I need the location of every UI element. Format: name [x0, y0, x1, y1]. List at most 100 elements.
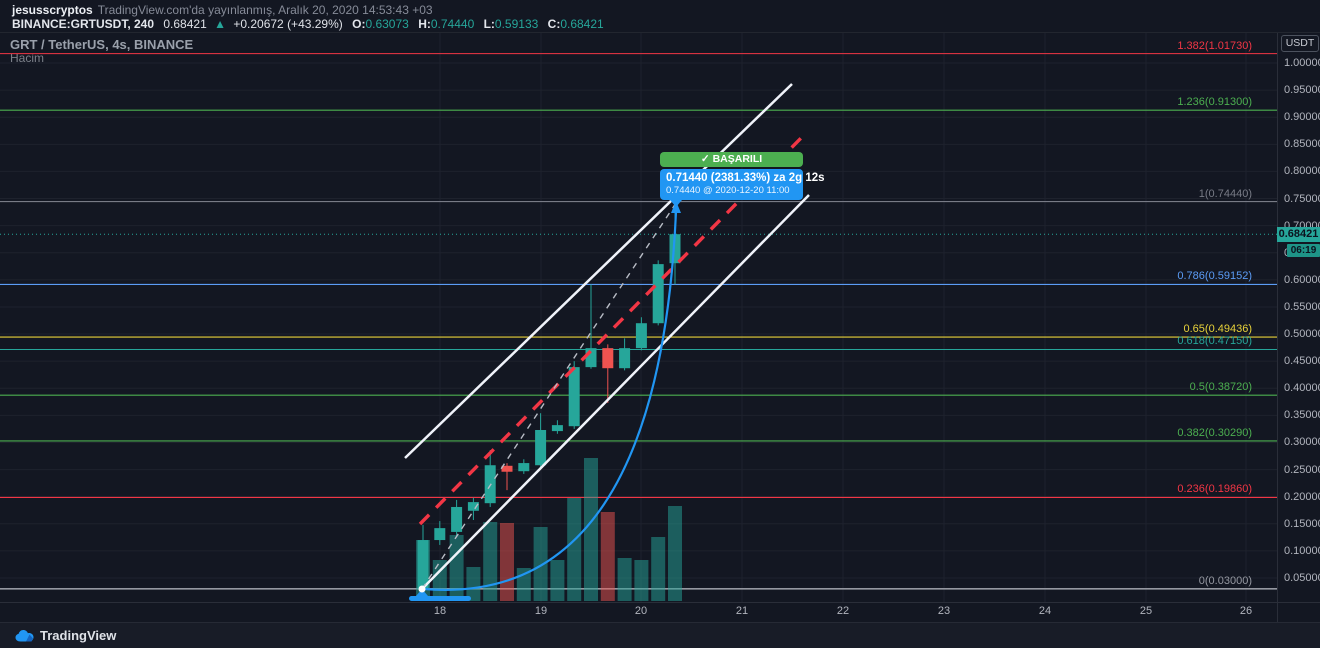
- fib-level-label: 0.236(0.19860): [1177, 483, 1252, 496]
- volume-bar: [617, 558, 632, 601]
- parabolic-curve: [423, 211, 678, 591]
- volume-bar: [651, 537, 666, 601]
- candle-body: [518, 463, 530, 472]
- volume-bar: [567, 498, 582, 601]
- candle-body: [467, 502, 479, 511]
- time-axis-tick[interactable]: 19: [534, 605, 548, 617]
- price-axis-tick[interactable]: 0.35000: [1284, 409, 1320, 422]
- status-badge: ✓ BAŞARILI: [660, 152, 803, 167]
- currency-toggle-button[interactable]: USDT: [1281, 35, 1319, 52]
- low-value: 0.59133: [494, 17, 539, 31]
- fib-level-label: 0.382(0.30290): [1177, 426, 1252, 439]
- tooltip-pointer: [670, 200, 682, 207]
- up-arrow-icon: ▲: [214, 17, 226, 31]
- author-name: jesusscryptos: [12, 3, 93, 17]
- price-axis-tick[interactable]: 0.05000: [1284, 571, 1320, 584]
- curve-arrowhead: [671, 201, 681, 213]
- time-axis-border: [0, 602, 1320, 603]
- open-value: 0.63073: [365, 17, 409, 31]
- candle-body: [635, 323, 647, 349]
- candle-body: [535, 430, 547, 466]
- price-axis-tick[interactable]: 1.00000: [1284, 57, 1320, 69]
- price-axis-tick[interactable]: 0.90000: [1284, 111, 1320, 124]
- volume-bar: [533, 527, 548, 601]
- price-axis-tick[interactable]: 0.50000: [1284, 328, 1320, 341]
- high-label: H:: [418, 17, 431, 31]
- result-timestamp: 0.74440 @ 2020-12-20 11:00: [666, 185, 790, 196]
- header-divider: [0, 32, 1320, 33]
- candle-body: [669, 234, 681, 264]
- fib-level-label: 0.786(0.59152): [1177, 270, 1252, 283]
- fib-level-label: 0.618(0.47150): [1177, 335, 1252, 348]
- bottom-bar: TradingView: [0, 622, 1320, 648]
- time-axis-tick[interactable]: 26: [1239, 605, 1253, 617]
- fib-level-label: 0.5(0.38720): [1189, 381, 1252, 394]
- close-label: C:: [547, 17, 561, 31]
- candle-body: [619, 348, 631, 369]
- price-axis-tick[interactable]: 0.80000: [1284, 165, 1320, 178]
- symbol-ohlc-bar: BINANCE:GRTUSDT, 240 0.68421 ▲ +0.20672 …: [12, 17, 604, 31]
- price-change: +0.20672 (+43.29%): [233, 17, 343, 31]
- tradingview-logo-icon[interactable]: [14, 628, 36, 644]
- price-axis-tick[interactable]: 0.30000: [1284, 436, 1320, 449]
- last-price: 0.68421: [163, 17, 207, 31]
- candle-body: [551, 425, 563, 432]
- price-axis-tick[interactable]: 0.95000: [1284, 84, 1320, 97]
- candle-body: [417, 540, 429, 589]
- price-axis-tick[interactable]: 0.20000: [1284, 490, 1320, 503]
- open-label: O:: [352, 17, 366, 31]
- time-axis-tick[interactable]: 22: [836, 605, 850, 617]
- fib-level-label: 0.65(0.49436): [1183, 323, 1253, 336]
- time-axis-tick[interactable]: 18: [433, 605, 447, 617]
- fib-level-label: 1.236(0.91300): [1177, 96, 1252, 109]
- trend-dashed-line: [421, 202, 677, 590]
- price-axis-border: [1277, 33, 1278, 622]
- price-axis-tick[interactable]: 0.10000: [1284, 544, 1320, 557]
- curve-base-bar: [409, 596, 471, 601]
- tradingview-brand[interactable]: TradingView: [40, 628, 117, 643]
- volume-bar: [600, 512, 615, 601]
- price-axis-tick[interactable]: 0.40000: [1284, 382, 1320, 395]
- fib-level-label: 0(0.03000): [1198, 574, 1252, 587]
- time-axis-tick[interactable]: 24: [1038, 605, 1052, 617]
- symbol-label: BINANCE:GRTUSDT, 240: [12, 17, 155, 31]
- volume-bar: [483, 522, 498, 601]
- candle-body: [451, 506, 463, 532]
- volume-bar: [550, 560, 565, 601]
- volume-bar: [584, 458, 598, 601]
- time-axis-tick[interactable]: 20: [634, 605, 648, 617]
- candle-body: [652, 264, 664, 324]
- status-text: BAŞARILI: [712, 153, 763, 165]
- close-value: 0.68421: [560, 17, 604, 31]
- channel-lower-line: [421, 194, 810, 590]
- price-axis-tick[interactable]: 0.85000: [1284, 138, 1320, 151]
- time-axis-tick[interactable]: 25: [1139, 605, 1153, 617]
- time-axis-tick[interactable]: 23: [937, 605, 951, 617]
- volume-indicator-label[interactable]: Hacim: [10, 51, 45, 65]
- price-axis-tick[interactable]: 0.25000: [1284, 463, 1320, 476]
- prediction-result-tooltip: ✓ BAŞARILI 0.71440 (2381.33%) za 2g 12s …: [660, 152, 825, 207]
- volume-bar: [634, 560, 649, 601]
- high-value: 0.74440: [430, 17, 475, 31]
- chart-canvas[interactable]: [0, 33, 1277, 602]
- publish-meta: TradingView.com'da yayınlanmış, Aralık 2…: [97, 3, 433, 17]
- price-axis-tick[interactable]: 0.75000: [1284, 192, 1320, 205]
- current-price-badge[interactable]: 0.68421: [1277, 227, 1320, 242]
- candle-body: [585, 348, 597, 368]
- low-label: L:: [483, 17, 495, 31]
- fib-level-label: 1(0.74440): [1198, 187, 1252, 200]
- time-axis-tick[interactable]: 21: [735, 605, 749, 617]
- price-axis-tick[interactable]: 0.60000: [1284, 273, 1320, 286]
- fib-level-label: 1.382(1.01730): [1177, 39, 1252, 52]
- candle-body: [568, 367, 580, 427]
- volume-bar: [500, 523, 514, 601]
- price-axis-tick[interactable]: 0.15000: [1284, 517, 1320, 530]
- publish-info: jesusscryptos TradingView.com'da yayınlan…: [12, 3, 433, 17]
- price-axis-tick[interactable]: 0.45000: [1284, 355, 1320, 368]
- check-icon: ✓: [700, 153, 710, 165]
- price-axis-tick[interactable]: 0.55000: [1284, 300, 1320, 313]
- candle-countdown-badge: 06:19: [1287, 244, 1320, 257]
- result-detail-box: 0.71440 (2381.33%) za 2g 12s 0.74440 @ 2…: [660, 169, 825, 207]
- candle-body: [501, 465, 513, 472]
